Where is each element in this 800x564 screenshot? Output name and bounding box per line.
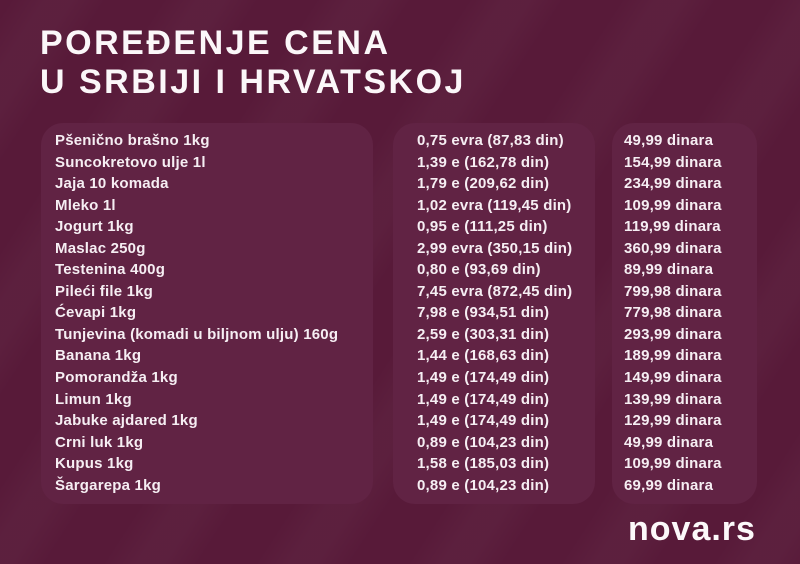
price-eur-cell: 0,75 evra (87,83 din) [417, 132, 564, 149]
price-eur-cell: 1,49 e (174,49 din) [417, 390, 550, 408]
price-eur-cell: 0,80 e (93,69 din) [417, 261, 541, 279]
price-rsd-cell: 139,99 dinara [624, 390, 722, 408]
product-name-cell: Limun 1kg [55, 390, 132, 408]
panel-prices-eur: 0,75 evra (87,83 din) 1,39 e (162,78 din)… [393, 123, 595, 504]
price-eur-cell: 1,79 e (209,62 din) [417, 175, 550, 193]
price-rsd-cell: 293,99 dinara [624, 325, 722, 343]
product-name-cell: Maslac 250g [55, 239, 146, 257]
product-name-cell: Banana 1kg [55, 347, 142, 365]
product-name-cell: Mleko 1l [55, 196, 116, 214]
panel-prices-rsd: 49,99 dinara 154,99 dinara 234,99 dinara 10… [612, 123, 757, 504]
price-eur-cell: 1,39 e (162,78 din) [417, 153, 550, 171]
price-rsd-cell: 149,99 dinara [624, 369, 722, 387]
product-name-cell: Suncokretovo ulje 1l [55, 153, 206, 171]
page-title: POREĐENJE CENA U SRBIJI I HRVATSKOJ [40, 24, 466, 102]
product-name-cell: Šargarepa 1kg [55, 476, 161, 494]
price-rsd-cell: 49,99 dinara [624, 132, 714, 149]
panel-products: Pšenično brašno 1kg Suncokretovo ulje 1l J… [41, 123, 373, 504]
price-eur-cell: 0,89 e (104,23 din) [417, 433, 550, 451]
product-name-cell: Pileći file 1kg [55, 282, 154, 300]
product-name-cell: Ćevapi 1kg [55, 304, 137, 322]
price-eur-cell: 2,99 evra (350,15 din) [417, 239, 573, 257]
product-name-cell: Crni luk 1kg [55, 433, 144, 451]
product-name-cell: Kupus 1kg [55, 455, 134, 473]
price-eur-cell: 1,58 e (185,03 din) [417, 455, 550, 473]
price-eur-cell: 1,49 e (174,49 din) [417, 369, 550, 387]
price-rsd-cell: 360,99 dinara [624, 239, 722, 257]
price-rsd-cell: 799,98 dinara [624, 282, 722, 300]
price-eur-cell: 0,89 e (104,23 din) [417, 476, 550, 494]
price-rsd-cell: 109,99 dinara [624, 196, 722, 214]
nova-rs-logo: nova.rs [628, 510, 756, 548]
product-name-cell: Tunjevina (komadi u biljnom ulju) 160g [55, 325, 339, 343]
price-eur-cell: 1,02 evra (119,45 din) [417, 196, 572, 214]
product-name-cell: Jaja 10 komada [55, 175, 169, 193]
price-eur-cell: 1,49 e (174,49 din) [417, 412, 550, 430]
price-rsd-cell: 49,99 dinara [624, 433, 714, 451]
product-name-cell: Pomorandža 1kg [55, 369, 178, 387]
page-title-line-2: U SRBIJI I HRVATSKOJ [40, 63, 466, 101]
price-eur-cell: 0,95 e (111,25 din) [417, 218, 548, 236]
price-rsd-cell: 154,99 dinara [624, 153, 722, 171]
price-rsd-cell: 779,98 dinara [624, 304, 722, 322]
price-eur-cell: 7,45 evra (872,45 din) [417, 282, 573, 300]
price-rsd-cell: 234,99 dinara [624, 175, 722, 193]
price-eur-cell: 1,44 e (168,63 din) [417, 347, 550, 365]
price-rsd-cell: 129,99 dinara [624, 412, 722, 430]
price-rsd-cell: 119,99 dinara [624, 218, 721, 236]
price-rsd-cell: 89,99 dinara [624, 261, 714, 279]
price-eur-cell: 7,98 e (934,51 din) [417, 304, 550, 322]
price-rsd-cell: 189,99 dinara [624, 347, 722, 365]
page-title-line-1: POREĐENJE CENA [40, 24, 391, 62]
product-name-cell: Pšenično brašno 1kg [55, 132, 210, 149]
price-rsd-cell: 109,99 dinara [624, 455, 722, 473]
product-name-cell: Jogurt 1kg [55, 218, 134, 236]
price-eur-cell: 2,59 e (303,31 din) [417, 325, 550, 343]
product-name-cell: Testenina 400g [55, 261, 166, 279]
product-name-cell: Jabuke ajdared 1kg [55, 412, 198, 430]
price-rsd-cell: 69,99 dinara [624, 476, 714, 494]
